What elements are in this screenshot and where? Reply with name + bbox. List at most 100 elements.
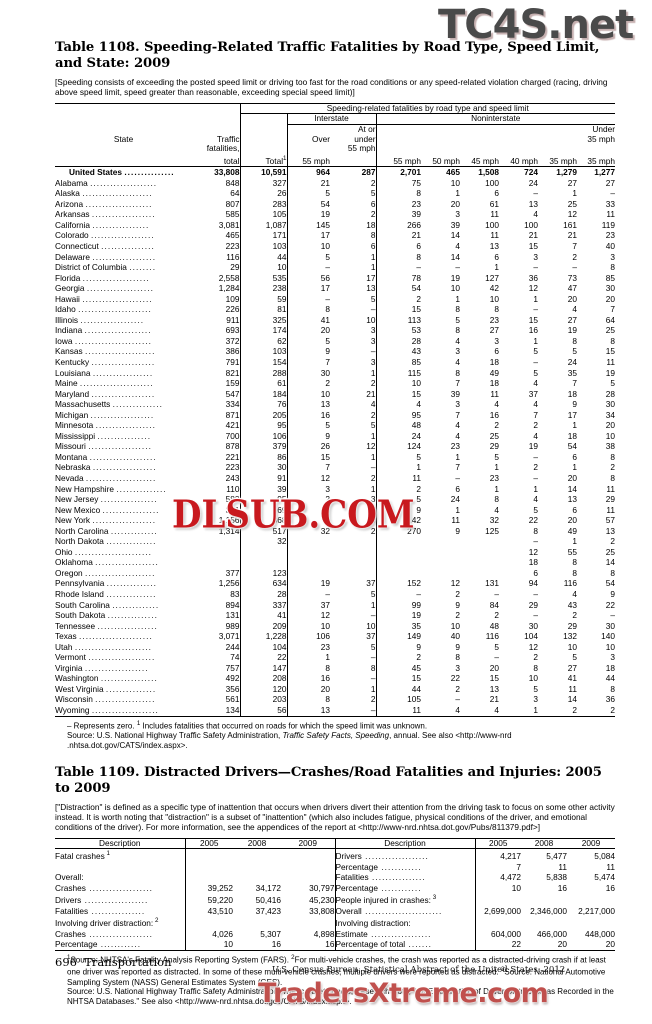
data-cell: 29 [528, 599, 538, 610]
data-cell: 30,797 [309, 882, 335, 893]
state-label: Iowa ....................... [55, 335, 153, 346]
data-cell: 1 [494, 462, 499, 473]
data-cell: 4 [533, 494, 538, 505]
data-cell: 1,256 [218, 578, 240, 589]
fn1109-1-sup: 1 [67, 953, 71, 961]
data-cell: 18 [528, 557, 538, 568]
data-cell: 10 [528, 673, 538, 684]
leader-dots: ................... [91, 356, 156, 367]
data-cell: 5 [370, 293, 376, 304]
data-cell: 16 [605, 882, 615, 893]
data-cell: 10 [489, 293, 499, 304]
data-cell: 115 [375, 367, 421, 379]
state-label: Virginia ................... [55, 662, 149, 673]
state-label: Arizona .................... [55, 198, 153, 209]
hdr-1109-2009-left: 2009 [281, 837, 335, 850]
data-cell [281, 872, 335, 883]
data-cell: 69 [239, 504, 287, 516]
table-1108-body: United States ............... 33,808 10,59… [55, 166, 616, 717]
leader-dots: .................... [88, 652, 156, 663]
state-label: Connecticut ................ [55, 240, 155, 251]
data-cell: 15 [375, 388, 421, 400]
data-cell: 2 [370, 378, 376, 389]
data-cell: 119 [601, 219, 616, 230]
data-cell: 127 [485, 272, 499, 283]
data-cell: 19 [605, 367, 616, 378]
data-cell: 16 [557, 882, 567, 893]
data-cell: 10 [474, 882, 521, 894]
leader-dots: ................ [101, 240, 155, 251]
data-cell: 8 [610, 473, 616, 483]
hdr-1109-2009-right: 2009 [567, 837, 615, 850]
description-label: People injured in crashes: 3 [334, 893, 475, 906]
data-cell: 8 [610, 683, 616, 694]
hdr-n55-blank [375, 144, 421, 154]
state-label: Washington ................. [55, 673, 158, 684]
data-cell: 26 [239, 188, 287, 199]
data-cell [184, 872, 233, 883]
data-cell: 9 [572, 399, 577, 410]
state-label: Louisiana .................. [55, 367, 154, 378]
data-cell: – [533, 473, 538, 483]
data-cell: 356 [225, 683, 240, 694]
data-cell: 377 [225, 567, 240, 578]
leader-dots: ................... [90, 409, 155, 420]
data-cell: 5 [533, 504, 538, 515]
leader-dots: ................. [100, 494, 158, 505]
data-cell: 7 [455, 378, 460, 389]
data-cell: 1,508 [478, 167, 499, 178]
hdr-n35-blank [538, 144, 577, 154]
data-cell: 3 [610, 251, 616, 262]
data-cell: 8 [610, 567, 616, 578]
data-cell: 41 [567, 673, 577, 684]
data-cell: 283 [239, 198, 287, 210]
table-row: Percentage ............ 10 16 16 Percentage … [55, 939, 615, 951]
data-cell: 38 [605, 441, 616, 452]
data-cell [239, 557, 287, 568]
data-cell: 20 [567, 515, 577, 526]
data-cell: 30 [239, 462, 287, 473]
state-label: Florida .................... [55, 272, 150, 283]
hdr-n35: 35 mph [538, 153, 577, 168]
hdr-n35-spacer2 [538, 135, 577, 145]
table-row: Arkansas ................... 585 105 19 2 39 3… [55, 209, 615, 220]
data-cell [421, 568, 460, 579]
data-cell: 17 [366, 272, 376, 283]
leader-dots: ................ [97, 430, 152, 441]
fn1109-line3: Source: National Automotive Sampling Sys… [67, 967, 606, 987]
data-cell: 99 [375, 599, 421, 611]
data-cell: 368 [239, 515, 287, 526]
data-cell: 8 [370, 515, 376, 526]
state-label: New York ................... [55, 515, 157, 526]
data-cell: 6 [494, 346, 499, 357]
hdr-total-fn: 1 [283, 154, 287, 162]
data-cell: 15 [375, 673, 421, 684]
data-cell: 9 [286, 430, 330, 442]
data-cell: 83 [230, 589, 240, 600]
data-cell: 10 [366, 314, 376, 325]
table-row: California ................. 3,081 1,087 14… [55, 219, 616, 231]
data-cell: 6 [370, 240, 376, 251]
data-cell [286, 557, 330, 568]
hdr-total-spacer3 [239, 134, 287, 145]
data-cell: 44 [605, 673, 616, 684]
data-cell: 86 [239, 451, 287, 463]
data-cell [281, 849, 335, 862]
hdr-n40-blank [499, 144, 538, 154]
data-cell: 40 [605, 240, 616, 251]
state-label: Maine ...................... [55, 378, 154, 389]
data-cell: 10 [286, 388, 330, 400]
data-cell: 1,279 [556, 167, 577, 178]
data-cell: 1 [533, 483, 538, 494]
data-cell [460, 557, 499, 568]
data-cell [330, 568, 376, 579]
data-cell [330, 557, 376, 568]
data-cell: 5 [494, 451, 499, 462]
data-cell: 40 [450, 631, 460, 642]
data-cell: 59,220 [184, 893, 233, 906]
data-cell: 5 [286, 420, 330, 431]
data-cell: 37 [528, 388, 538, 399]
data-cell: 8 [533, 525, 538, 536]
data-cell: 109 [225, 293, 240, 304]
